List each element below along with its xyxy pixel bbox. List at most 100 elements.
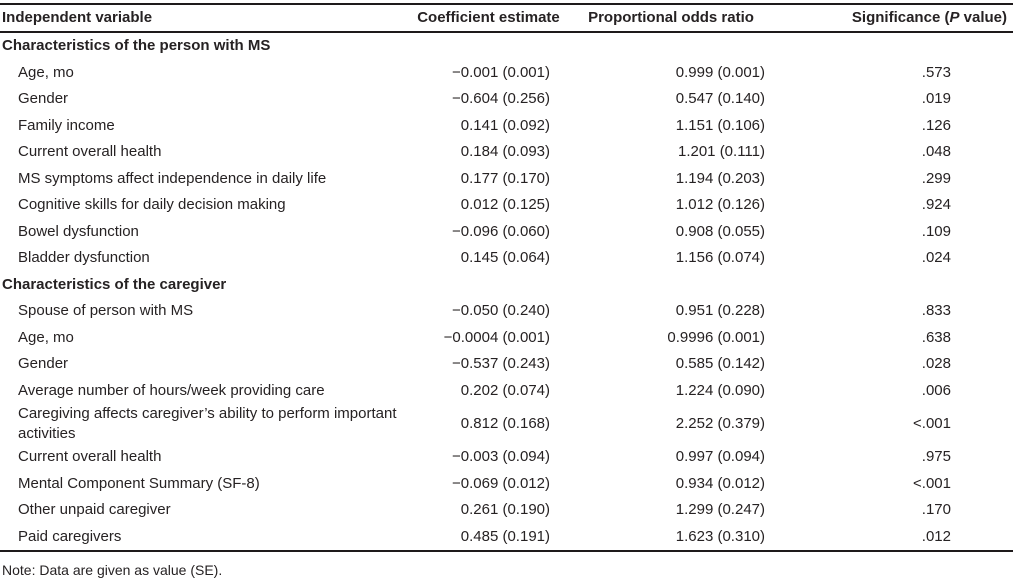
p-value-cell: <.001 xyxy=(913,415,951,432)
variable-cell: Caregiving affects caregiver’s ability t… xyxy=(18,405,397,442)
p-value-cell: .006 xyxy=(921,381,951,399)
variable-cell: Current overall health xyxy=(18,143,162,161)
odds-ratio-cell: 0.997 (0.094) xyxy=(675,448,765,466)
p-value-cell: .833 xyxy=(921,302,951,320)
table-row: Cognitive skills for daily decision maki… xyxy=(0,192,1013,219)
variable-cell: Current overall health xyxy=(18,448,162,466)
coefficient-cell: 0.012 (0.125) xyxy=(460,196,550,214)
coefficient-cell: −0.537 (0.243) xyxy=(452,355,550,373)
column-header-proportional-odds-ratio: Proportional odds ratio xyxy=(567,4,775,33)
table-row: MS symptoms affect independence in daily… xyxy=(0,166,1013,193)
variable-cell: Mental Component Summary (SF-8) xyxy=(18,474,260,492)
table-row: Current overall health −0.003 (0.094) 0.… xyxy=(0,444,1013,471)
odds-ratio-cell: 0.999 (0.001) xyxy=(675,63,765,81)
p-value-cell: .170 xyxy=(921,501,951,519)
section-header-row: Characteristics of the person with MS xyxy=(0,32,1013,60)
variable-cell: Family income xyxy=(18,116,115,134)
variable-cell: Bladder dysfunction xyxy=(18,249,150,267)
variable-cell: Gender xyxy=(18,355,69,373)
p-value-cell: .975 xyxy=(921,448,951,466)
variable-cell: Age, mo xyxy=(18,328,74,346)
variable-cell: Cognitive skills for daily decision maki… xyxy=(18,196,286,214)
table-row: Family income 0.141 (0.092) 1.151 (0.106… xyxy=(0,113,1013,140)
odds-ratio-cell: 0.951 (0.228) xyxy=(675,302,765,320)
coefficient-cell: −0.096 (0.060) xyxy=(452,222,550,240)
variable-cell: Other unpaid caregiver xyxy=(18,501,171,519)
coefficient-cell: 0.202 (0.074) xyxy=(460,381,550,399)
p-value-cell: .924 xyxy=(921,196,951,214)
odds-ratio-cell: 1.224 (0.090) xyxy=(675,381,765,399)
coefficient-cell: 0.485 (0.191) xyxy=(460,527,550,545)
coefficient-cell: 0.812 (0.168) xyxy=(460,415,550,432)
coefficient-cell: 0.184 (0.093) xyxy=(460,143,550,161)
coefficient-cell: −0.050 (0.240) xyxy=(452,302,550,320)
regression-results-table: Independent variable Coefficient estimat… xyxy=(0,3,1013,552)
variable-cell: Gender xyxy=(18,90,69,108)
odds-ratio-cell: 1.156 (0.074) xyxy=(675,249,765,267)
odds-ratio-cell: 1.151 (0.106) xyxy=(675,116,765,134)
section-title: Characteristics of the caregiver xyxy=(2,275,227,293)
p-value-cell: .109 xyxy=(921,222,951,240)
odds-ratio-cell: 0.9996 (0.001) xyxy=(667,328,765,346)
table-row: Current overall health 0.184 (0.093) 1.2… xyxy=(0,139,1013,166)
p-value-cell: .048 xyxy=(921,143,951,161)
table-note: Note: Data are given as value (SE). xyxy=(2,562,223,578)
coefficient-cell: −0.0004 (0.001) xyxy=(443,328,550,346)
table-row: Bowel dysfunction −0.096 (0.060) 0.908 (… xyxy=(0,219,1013,246)
odds-ratio-cell: 1.194 (0.203) xyxy=(675,169,765,187)
table-row: Bladder dysfunction 0.145 (0.064) 1.156 … xyxy=(0,245,1013,272)
coefficient-cell: −0.001 (0.001) xyxy=(452,63,550,81)
table-row: Gender −0.537 (0.243) 0.585 (0.142) .028 xyxy=(0,351,1013,378)
table-row: Other unpaid caregiver 0.261 (0.190) 1.2… xyxy=(0,497,1013,524)
p-value-cell: .012 xyxy=(921,527,951,545)
coefficient-cell: 0.141 (0.092) xyxy=(460,116,550,134)
variable-cell: Spouse of person with MS xyxy=(18,302,194,320)
variable-cell: Paid caregivers xyxy=(18,527,122,545)
odds-ratio-cell: 2.252 (0.379) xyxy=(675,415,765,432)
odds-ratio-cell: 1.201 (0.111) xyxy=(677,143,765,161)
coefficient-cell: −0.003 (0.094) xyxy=(452,448,550,466)
odds-ratio-cell: 1.623 (0.310) xyxy=(675,527,765,545)
table-row: Average number of hours/week providing c… xyxy=(0,378,1013,405)
odds-ratio-cell: 1.012 (0.126) xyxy=(675,196,765,214)
odds-ratio-cell: 0.585 (0.142) xyxy=(675,355,765,373)
coefficient-cell: 0.261 (0.190) xyxy=(460,501,550,519)
p-value-cell: <.001 xyxy=(913,474,951,492)
significance-label-suffix: value) xyxy=(959,9,1007,26)
variable-cell: Average number of hours/week providing c… xyxy=(18,381,325,399)
coefficient-cell: −0.604 (0.256) xyxy=(452,90,550,108)
p-value-cell: .638 xyxy=(921,328,951,346)
variable-cell: Bowel dysfunction xyxy=(18,222,139,240)
p-value-cell: .299 xyxy=(921,169,951,187)
coefficient-cell: 0.177 (0.170) xyxy=(460,169,550,187)
p-value-cell: .573 xyxy=(921,63,951,81)
table-row: Mental Component Summary (SF-8) −0.069 (… xyxy=(0,471,1013,498)
table-row: Age, mo −0.001 (0.001) 0.999 (0.001) .57… xyxy=(0,60,1013,87)
p-value-cell: .019 xyxy=(921,90,951,108)
table-row: Spouse of person with MS −0.050 (0.240) … xyxy=(0,298,1013,325)
variable-cell: Age, mo xyxy=(18,63,74,81)
table-header-row: Independent variable Coefficient estimat… xyxy=(0,4,1013,33)
odds-ratio-cell: 0.547 (0.140) xyxy=(675,90,765,108)
coefficient-cell: 0.145 (0.064) xyxy=(460,249,550,267)
p-value-cell: .024 xyxy=(921,249,951,267)
coefficient-cell: −0.069 (0.012) xyxy=(452,474,550,492)
column-header-independent-variable: Independent variable xyxy=(0,4,410,33)
variable-cell: MS symptoms affect independence in daily… xyxy=(18,169,327,187)
table-row: Age, mo −0.0004 (0.001) 0.9996 (0.001) .… xyxy=(0,325,1013,352)
p-value-cell: .126 xyxy=(921,116,951,134)
odds-ratio-cell: 0.934 (0.012) xyxy=(675,474,765,492)
section-title: Characteristics of the person with MS xyxy=(2,37,271,55)
p-value-cell: .028 xyxy=(921,355,951,373)
significance-p-italic: P xyxy=(949,9,960,26)
column-header-coefficient-estimate: Coefficient estimate xyxy=(410,4,567,33)
odds-ratio-cell: 0.908 (0.055) xyxy=(675,222,765,240)
odds-ratio-cell: 1.299 (0.247) xyxy=(675,501,765,519)
significance-label-prefix: Significance ( xyxy=(851,9,950,26)
table-row: Caregiving affects caregiver’s ability t… xyxy=(0,404,1013,444)
table-row: Paid caregivers 0.485 (0.191) 1.623 (0.3… xyxy=(0,524,1013,552)
section-header-row: Characteristics of the caregiver xyxy=(0,272,1013,299)
column-header-significance: Significance (P value) xyxy=(775,4,1013,33)
table-row: Gender −0.604 (0.256) 0.547 (0.140) .019 xyxy=(0,86,1013,113)
